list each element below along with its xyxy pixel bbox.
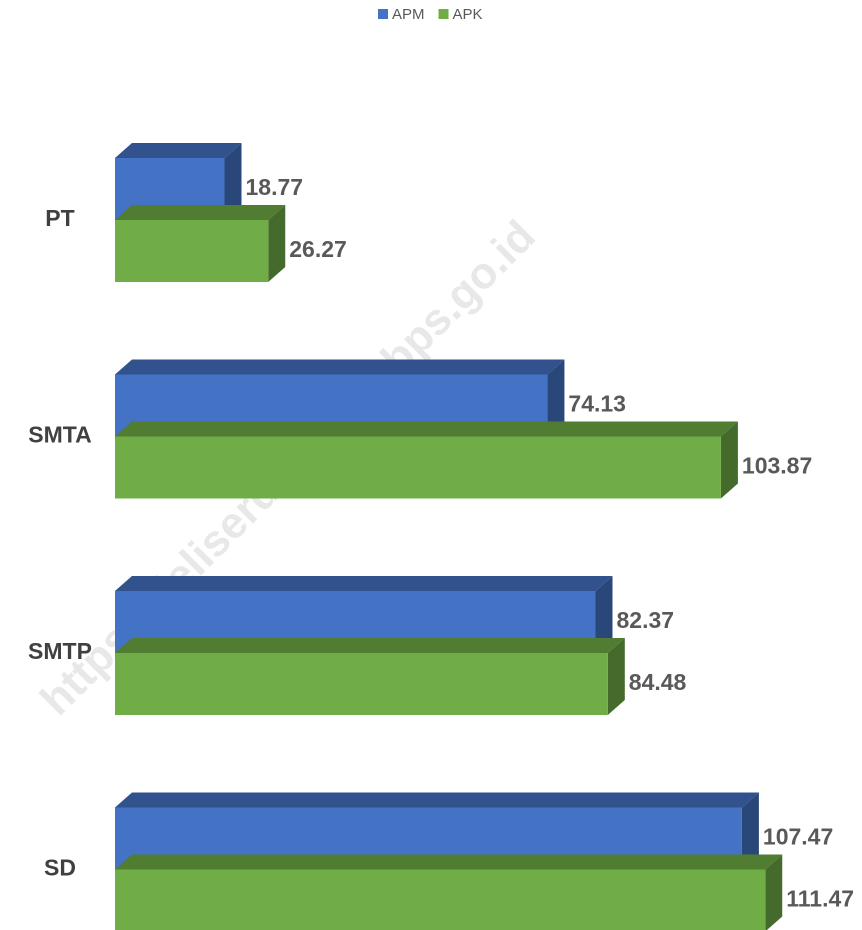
bar-top: [115, 143, 242, 158]
category-label: SD: [44, 855, 76, 881]
bar-top: [115, 205, 286, 220]
category-label: SMTA: [28, 422, 91, 448]
bar-side: [765, 854, 783, 930]
legend-label: APM: [392, 6, 425, 23]
bar-top: [115, 792, 759, 808]
bar: [115, 436, 721, 499]
data-label: 18.77: [245, 174, 303, 200]
bar: [115, 220, 269, 282]
legend-label: APK: [453, 6, 483, 23]
data-label: 74.13: [568, 391, 626, 417]
legend-swatch: [438, 9, 449, 19]
bar-side: [547, 359, 565, 437]
data-label: 82.37: [616, 607, 674, 633]
bar-top: [115, 854, 783, 870]
data-label: 84.48: [629, 669, 687, 695]
bar: [115, 653, 608, 715]
data-label: 103.87: [742, 453, 812, 479]
bar-top: [115, 421, 738, 437]
bar-side: [607, 638, 625, 715]
bar-side: [224, 143, 242, 220]
bar-side: [741, 792, 759, 870]
data-label: 26.27: [289, 236, 347, 262]
bar-top: [115, 638, 625, 653]
bar: [115, 869, 766, 930]
bar-top: [115, 576, 613, 591]
bar-top: [115, 359, 565, 375]
bar-side: [268, 205, 286, 282]
category-label: PT: [45, 205, 74, 231]
bar-side: [595, 576, 613, 653]
data-label: 107.47: [763, 824, 833, 850]
bar-side: [720, 421, 738, 499]
data-label: 111.47: [786, 886, 854, 912]
category-label: SMTP: [28, 638, 92, 664]
legend-swatch: [378, 9, 388, 19]
